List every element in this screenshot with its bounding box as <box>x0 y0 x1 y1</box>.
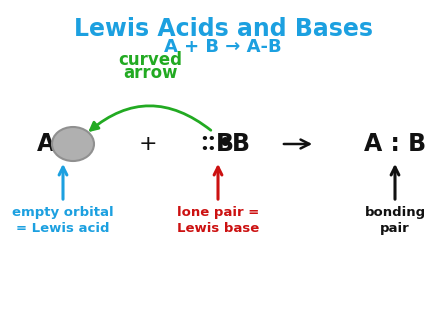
Text: ••: •• <box>200 132 216 145</box>
Text: B: B <box>216 132 234 156</box>
Text: A : B: A : B <box>364 132 426 156</box>
Text: lone pair =
Lewis base: lone pair = Lewis base <box>177 206 259 235</box>
Text: A: A <box>37 132 55 156</box>
Text: +: + <box>139 134 157 154</box>
Text: ••: •• <box>200 143 216 155</box>
Text: bonding
pair: bonding pair <box>364 206 426 235</box>
Text: A + B → A-B: A + B → A-B <box>164 38 282 56</box>
Text: empty orbital
= Lewis acid: empty orbital = Lewis acid <box>12 206 114 235</box>
Ellipse shape <box>52 127 94 161</box>
FancyArrowPatch shape <box>90 106 211 130</box>
Text: arrow: arrow <box>123 64 177 82</box>
Text: curved: curved <box>118 51 182 69</box>
Text: Lewis Acids and Bases: Lewis Acids and Bases <box>73 17 372 41</box>
Text: •B: •B <box>218 132 251 156</box>
